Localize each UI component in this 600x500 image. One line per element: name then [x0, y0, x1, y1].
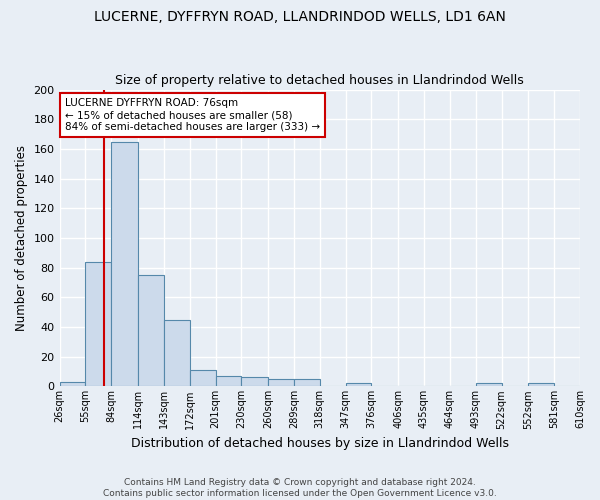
Bar: [111, 142, 138, 386]
X-axis label: Distribution of detached houses by size in Llandrindod Wells: Distribution of detached houses by size …: [131, 437, 509, 450]
Bar: [529, 384, 554, 386]
Bar: [294, 379, 320, 386]
Text: LUCERNE DYFFRYN ROAD: 76sqm
← 15% of detached houses are smaller (58)
84% of sem: LUCERNE DYFFRYN ROAD: 76sqm ← 15% of det…: [65, 98, 320, 132]
Bar: [476, 384, 502, 386]
Bar: [190, 370, 215, 386]
Text: LUCERNE, DYFFRYN ROAD, LLANDRINDOD WELLS, LD1 6AN: LUCERNE, DYFFRYN ROAD, LLANDRINDOD WELLS…: [94, 10, 506, 24]
Bar: [215, 376, 241, 386]
Bar: [85, 262, 111, 386]
Bar: [241, 378, 268, 386]
Y-axis label: Number of detached properties: Number of detached properties: [15, 145, 28, 331]
Bar: [268, 379, 294, 386]
Bar: [59, 382, 85, 386]
Bar: [164, 320, 190, 386]
Title: Size of property relative to detached houses in Llandrindod Wells: Size of property relative to detached ho…: [115, 74, 524, 87]
Bar: [346, 384, 371, 386]
Text: Contains HM Land Registry data © Crown copyright and database right 2024.
Contai: Contains HM Land Registry data © Crown c…: [103, 478, 497, 498]
Bar: [138, 275, 164, 386]
